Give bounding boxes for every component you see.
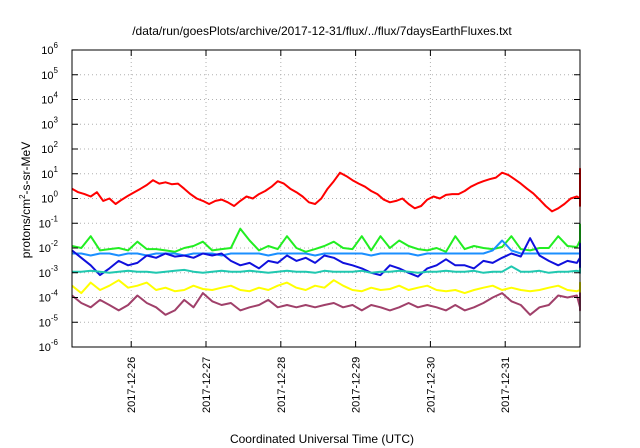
chart-title: /data/run/goesPlots/archive/2017-12-31/f… [132,24,512,38]
y-tick-label: 10-3 [39,264,59,280]
y-tick-label: 10-4 [39,289,59,305]
x-tick-label: 2017-12-27 [201,357,213,413]
y-tick-label: 105 [41,66,58,82]
y-tick-label: 10-2 [39,239,59,255]
x-tick-label: 2017-12-31 [500,357,512,413]
axes-layer: 10-6 10-5 10-4 10-3 10-2 10-1 100 101 102 103 104 1… [39,41,581,413]
series-line-lightblue [72,239,581,257]
x-tick-label: 2017-12-26 [126,357,138,413]
y-tick-label: 104 [41,91,58,107]
y-axis-label: protons/cm2-s-sr-MeV [18,142,33,258]
y-tick-label: 10-1 [39,214,59,230]
x-tick-label: 2017-12-30 [425,357,437,413]
y-tick-label: 10-5 [39,313,59,329]
y-tick-label: 106 [41,41,58,57]
x-axis-label: Coordinated Universal Time (UTC) [230,432,414,446]
x-tick-label: 2017-12-28 [276,357,288,413]
y-tick-label: 102 [41,140,58,156]
y-tick-label: 10-6 [39,338,59,354]
y-tick-label: 101 [41,165,58,181]
y-tick-label: 100 [41,190,58,206]
x-tick-label: 2017-12-29 [351,357,363,413]
plot-frame [71,49,581,348]
y-tick-label: 103 [41,115,58,131]
